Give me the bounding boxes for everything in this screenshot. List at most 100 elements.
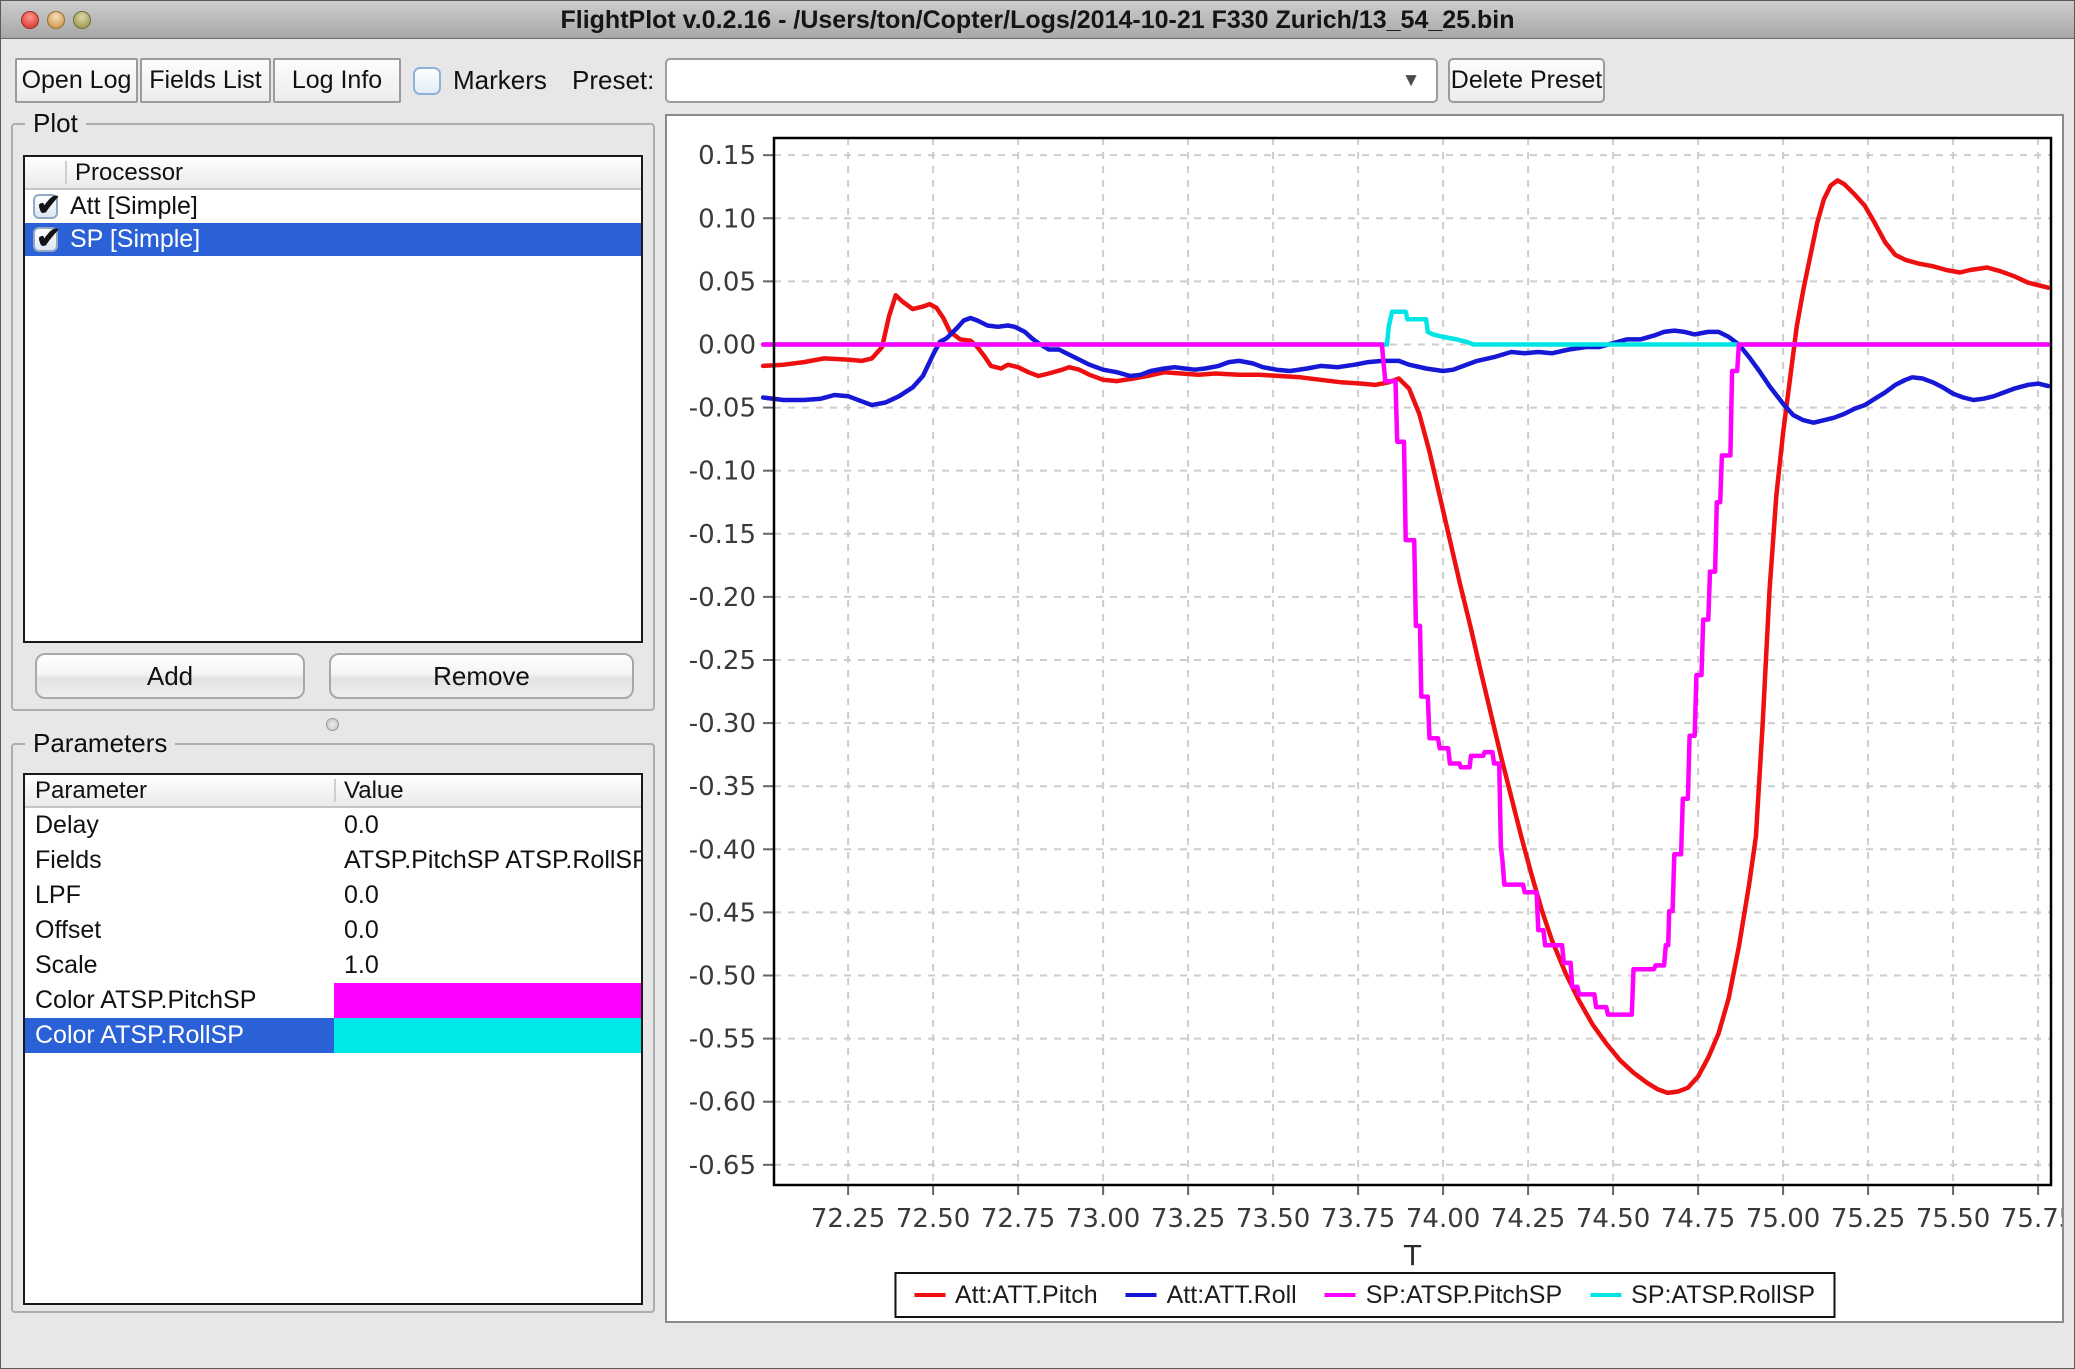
close-window-icon[interactable] <box>21 11 39 29</box>
parameter-name: Scale <box>35 951 98 979</box>
column-divider <box>334 779 336 802</box>
x-tick-label: 73.50 <box>1236 1204 1310 1234</box>
x-axis-label: T <box>1403 1239 1422 1266</box>
preset-label: Preset: <box>572 65 655 95</box>
plot-row[interactable]: SP [Simple] <box>25 221 641 256</box>
legend-label: SP:ATSP.PitchSP <box>1365 1280 1563 1309</box>
plot-row[interactable]: Att [Simple] <box>25 188 641 223</box>
parameter-row[interactable]: Scale 1.0 <box>25 948 641 983</box>
x-tick-label: 75.25 <box>1831 1204 1905 1234</box>
legend-item: SP:ATSP.PitchSP <box>1324 1280 1563 1310</box>
preset-combobox[interactable]: ▼ <box>665 58 1438 103</box>
y-tick-label: -0.10 <box>689 457 756 487</box>
parameter-value: 0.0 <box>344 881 379 909</box>
y-tick-label: -0.25 <box>689 646 756 676</box>
column-divider <box>65 161 67 184</box>
parameter-name: LPF <box>35 881 81 909</box>
y-tick-label: -0.65 <box>689 1151 756 1181</box>
plot-group: Plot Processor Att [Simple] SP [Simple] A… <box>11 108 655 711</box>
chart-legend: Att:ATT.Pitch Att:ATT.Roll SP:ATSP.PitchSP… <box>893 1272 1836 1318</box>
legend-label: SP:ATSP.RollSP <box>1631 1280 1816 1309</box>
series-line <box>760 309 2051 347</box>
color-swatch[interactable] <box>334 983 641 1018</box>
parameter-name: Color ATSP.PitchSP <box>35 986 257 1014</box>
series-line <box>760 315 2051 425</box>
remove-button[interactable]: Remove <box>329 653 634 699</box>
y-tick-label: 0.15 <box>698 141 756 171</box>
legend-label: Att:ATT.Roll <box>1166 1280 1297 1309</box>
markers-label: Markers <box>453 65 547 95</box>
parameters-table[interactable]: Parameter Value Delay 0.0 Fields ATSP.Pitch… <box>23 773 643 1305</box>
y-tick-label: -0.60 <box>689 1088 756 1118</box>
parameter-row[interactable]: Offset 0.0 <box>25 913 641 948</box>
plot-row-checkbox[interactable] <box>33 188 61 223</box>
x-tick-label: 74.50 <box>1576 1204 1650 1234</box>
delete-preset-button[interactable]: Delete Preset <box>1448 58 1605 103</box>
value-column-header[interactable]: Value <box>344 777 404 804</box>
plot-row-label: Att [Simple] <box>70 192 198 220</box>
legend-label: Att:ATT.Pitch <box>954 1280 1098 1309</box>
plot-table[interactable]: Processor Att [Simple] SP [Simple] <box>23 155 643 643</box>
y-tick-label: -0.45 <box>689 898 756 928</box>
x-tick-label: 72.75 <box>981 1204 1055 1234</box>
parameter-value: 0.0 <box>344 811 379 839</box>
parameters-group: Parameters Parameter Value Delay 0.0 Field… <box>11 728 655 1313</box>
series-line <box>760 342 2051 1017</box>
parameter-row[interactable]: Fields ATSP.PitchSP ATSP.RollSP <box>25 843 641 878</box>
title-bar[interactable]: FlightPlot v.0.2.16 - /Users/ton/Copter/… <box>1 1 2074 39</box>
y-tick-label: -0.50 <box>689 961 756 991</box>
chart-canvas[interactable]: 0.15 0.10 0.05 0.00 -0.05 -0.10 -0.15 -0.20 -0.2… <box>667 116 2062 1266</box>
parameter-row[interactable]: LPF 0.0 <box>25 878 641 913</box>
parameter-name: Color ATSP.RollSP <box>35 1021 244 1049</box>
zoom-window-icon[interactable] <box>73 11 91 29</box>
legend-line-icon <box>1590 1293 1622 1297</box>
markers-checkbox[interactable] <box>413 67 441 95</box>
x-tick-label: 73.25 <box>1151 1204 1225 1234</box>
log-info-button[interactable]: Log Info <box>273 58 401 103</box>
plot-row-checkbox[interactable] <box>33 221 61 256</box>
plot-table-header[interactable]: Processor <box>25 157 641 190</box>
y-tick-label: -0.15 <box>689 520 756 550</box>
legend-line-icon <box>1324 1293 1356 1297</box>
parameter-value: 1.0 <box>344 951 379 979</box>
x-tick-label: 74.00 <box>1406 1204 1480 1234</box>
parameter-value: 0.0 <box>344 916 379 944</box>
parameters-group-title: Parameters <box>25 728 176 759</box>
window-title: FlightPlot v.0.2.16 - /Users/ton/Copter/… <box>560 6 1515 34</box>
legend-line-icon <box>913 1293 945 1297</box>
add-button[interactable]: Add <box>35 653 305 699</box>
x-tick-label: 73.00 <box>1066 1204 1140 1234</box>
fields-list-button[interactable]: Fields List <box>140 58 271 103</box>
parameter-value: ATSP.PitchSP ATSP.RollSP <box>344 846 643 874</box>
chart-panel[interactable]: 0.15 0.10 0.05 0.00 -0.05 -0.10 -0.15 -0.20 -0.2… <box>665 114 2064 1323</box>
y-tick-label: 0.10 <box>698 204 756 234</box>
legend-item: SP:ATSP.RollSP <box>1590 1281 1815 1310</box>
legend-item: Att:ATT.Pitch <box>913 1280 1098 1310</box>
preset-combo-input[interactable] <box>673 62 1373 99</box>
x-tick-label: 73.75 <box>1321 1204 1395 1234</box>
color-swatch[interactable] <box>334 1018 641 1053</box>
x-tick-label: 75.00 <box>1746 1204 1820 1234</box>
y-tick-label: -0.30 <box>689 709 756 739</box>
parameter-name: Offset <box>35 916 102 944</box>
open-log-button[interactable]: Open Log <box>15 58 138 103</box>
parameter-name: Delay <box>35 811 99 839</box>
parameter-row[interactable]: Delay 0.0 <box>25 808 641 843</box>
splitter-handle[interactable] <box>326 718 339 731</box>
legend-line-icon <box>1125 1293 1157 1297</box>
parameters-table-header[interactable]: Parameter Value <box>25 775 641 808</box>
processor-column-header[interactable]: Processor <box>75 159 184 186</box>
legend-item: Att:ATT.Roll <box>1125 1280 1297 1310</box>
parameter-row[interactable]: Color ATSP.PitchSP <box>25 983 641 1018</box>
parameter-column-header[interactable]: Parameter <box>35 777 148 804</box>
plot-group-title: Plot <box>25 108 86 139</box>
y-tick-label: -0.20 <box>689 583 756 613</box>
minimize-window-icon[interactable] <box>47 11 65 29</box>
x-tick-label: 74.25 <box>1491 1204 1565 1234</box>
parameter-row[interactable]: Color ATSP.RollSP <box>25 1018 641 1053</box>
plot-row-label: SP [Simple] <box>70 225 201 253</box>
x-tick-label: 75.50 <box>1916 1204 1990 1234</box>
x-tick-label: 75.75 <box>2001 1204 2062 1234</box>
chevron-down-icon[interactable]: ▼ <box>1401 69 1421 91</box>
